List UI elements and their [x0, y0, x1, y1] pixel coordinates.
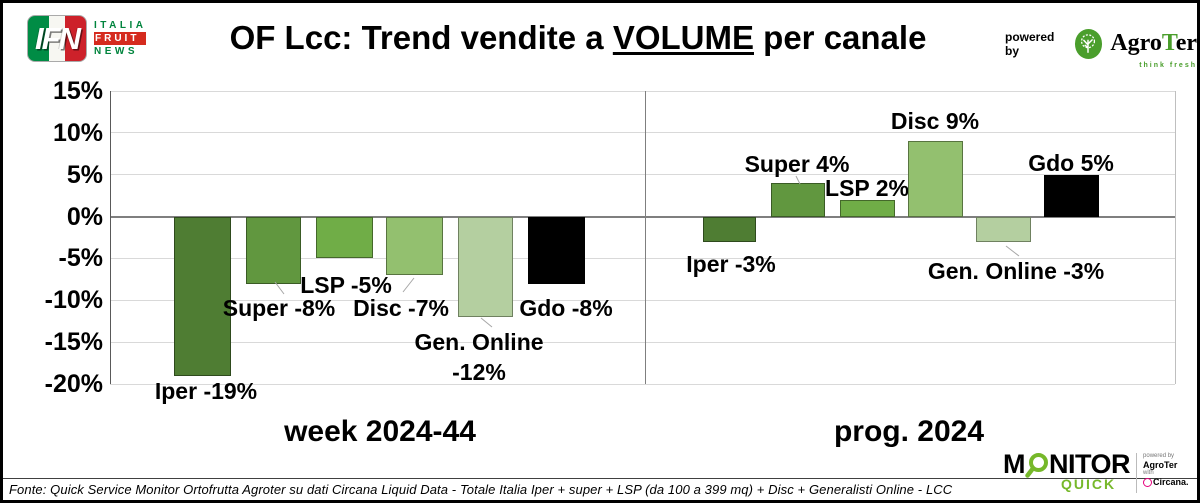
footer-divider [3, 478, 1197, 479]
y-axis-tick-label: -15% [44, 328, 103, 357]
panel-divider-line [645, 91, 646, 384]
panel-label: week 2024-44 [284, 415, 476, 448]
bar-value-label: LSP 2% [825, 175, 909, 201]
credits-agroter: AgroTer [1143, 460, 1178, 470]
ifn-flag-badge: IFN [27, 15, 87, 62]
y-axis-tick-label: -10% [44, 286, 103, 315]
y-axis-tick-label: 0% [66, 202, 103, 231]
bar-iper-p1 [174, 216, 231, 376]
monitor-wordmark: M NITOR QUICK [1003, 449, 1131, 493]
agroter-tagline: think fresh [1139, 61, 1197, 69]
bar-value-label: Gdo 5% [1028, 150, 1114, 176]
ifn-name-line: FRUIT [94, 32, 147, 45]
title-suffix: per canale [754, 19, 927, 56]
powered-by-label: powered by [1005, 30, 1055, 58]
page-title: OF Lcc: Trend vendite a VOLUME per canal… [230, 19, 927, 57]
agroter-wordmark: AgroTer think fresh [1110, 29, 1197, 69]
gridline [110, 299, 1175, 301]
bar-value-label: Gen. Online -3% [927, 258, 1105, 284]
bar-gdo-p1 [528, 216, 585, 284]
gridline [110, 341, 1175, 343]
ifn-name-line: ITALIA [94, 20, 147, 31]
logo-separator [1136, 453, 1138, 493]
magnifier-icon [1025, 452, 1048, 478]
credits-powered-by: powered by [1143, 453, 1175, 459]
y-axis-tick-label: 15% [52, 77, 103, 105]
plot-right-border [1175, 91, 1176, 384]
agroter-text: Agro [1110, 29, 1162, 56]
monitor-text: NITOR [1049, 449, 1131, 479]
bar-value-label: Iper -19% [154, 378, 258, 404]
bar-gdo-p2 [1044, 174, 1099, 217]
circana-icon [1143, 478, 1153, 487]
ifn-logo: IFN ITALIA FRUIT NEWS [27, 15, 147, 62]
agroter-text: er [1175, 29, 1197, 56]
bar-disc-p1 [386, 216, 443, 276]
bar-value-label: Disc -7% [353, 295, 449, 321]
ifn-name-line: NEWS [94, 46, 138, 57]
gridline [110, 132, 1175, 134]
agroter-logo: powered by AgroTer think fresh [1005, 29, 1197, 69]
bar-super-p2 [771, 183, 825, 217]
source-note: Fonte: Quick Service Monitor Ortofrutta … [9, 482, 953, 497]
bar-value-label: Gdo -8% [519, 295, 613, 321]
y-axis-tick-label: -20% [44, 370, 103, 398]
gridline [110, 174, 1175, 176]
quick-text: QUICK [1061, 476, 1117, 492]
credits-with: with [1143, 470, 1154, 476]
bar-super-p1 [246, 216, 301, 284]
bar-value-label: Gen. Online -12% [414, 329, 544, 385]
gridline [110, 90, 1175, 92]
zero-axis-line [110, 215, 1175, 218]
bar-value-label: Super 4% [744, 151, 850, 177]
gridline [110, 257, 1175, 259]
title-underlined: VOLUME [612, 19, 754, 56]
bar-disc-p2 [908, 141, 963, 217]
bar-value-label: Super -8% [222, 295, 336, 321]
y-axis-tick-label: 5% [66, 160, 103, 189]
ifn-name: ITALIA FRUIT NEWS [94, 20, 147, 57]
bar-value-label: Disc 9% [890, 108, 980, 134]
agroter-text-t: T [1161, 29, 1176, 56]
bar-gen-online-p1 [458, 216, 513, 318]
monitor-quick-logo: M NITOR QUICK powered by AgroTer with Cir… [1003, 451, 1189, 493]
bar-lsp-p1 [316, 216, 373, 259]
agroter-tree-icon [1074, 29, 1103, 59]
bar-value-label: LSP -5% [300, 272, 392, 298]
y-axis-tick-label: 10% [52, 118, 103, 147]
ifn-letters: IFN [35, 20, 81, 56]
bar-gen-online-p2 [976, 216, 1031, 242]
bar-lsp-p2 [840, 199, 895, 217]
credits-circana: Circana. [1143, 477, 1189, 488]
bar-iper-p2 [703, 216, 756, 242]
y-axis-tick-label: -5% [58, 244, 103, 273]
gridline [110, 383, 1175, 385]
y-axis-line [110, 91, 111, 384]
title-prefix: OF Lcc: Trend vendite a [229, 19, 613, 56]
panel-label: prog. 2024 [833, 415, 985, 448]
monitor-text: M [1003, 449, 1026, 479]
monitor-credits: powered by AgroTer with Circana. [1143, 451, 1189, 488]
bar-value-label: Iper -3% [686, 251, 776, 277]
